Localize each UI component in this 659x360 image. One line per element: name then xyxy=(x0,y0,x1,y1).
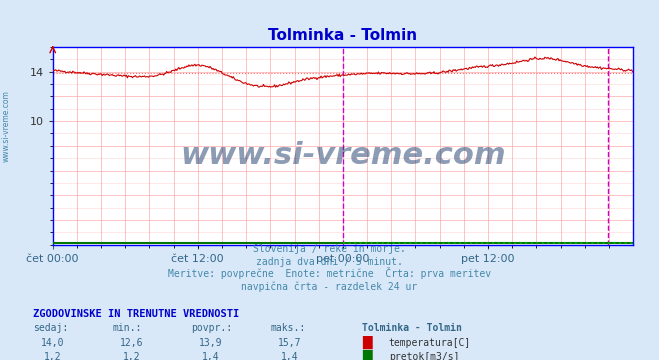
Text: Tolminka - Tolmin: Tolminka - Tolmin xyxy=(362,323,463,333)
Text: www.si-vreme.com: www.si-vreme.com xyxy=(180,141,505,170)
Text: █: █ xyxy=(362,350,372,360)
Text: maks.:: maks.: xyxy=(270,323,305,333)
Text: Slovenija / reke in morje.: Slovenija / reke in morje. xyxy=(253,244,406,254)
Text: sedaj:: sedaj: xyxy=(33,323,68,333)
Title: Tolminka - Tolmin: Tolminka - Tolmin xyxy=(268,28,417,43)
Text: navpična črta - razdelek 24 ur: navpična črta - razdelek 24 ur xyxy=(241,281,418,292)
Text: 1,4: 1,4 xyxy=(281,352,299,360)
Text: 12,6: 12,6 xyxy=(120,338,144,348)
Text: Meritve: povprečne  Enote: metrične  Črta: prva meritev: Meritve: povprečne Enote: metrične Črta:… xyxy=(168,267,491,279)
Text: min.:: min.: xyxy=(112,323,142,333)
Text: zadnja dva dni / 5 minut.: zadnja dva dni / 5 minut. xyxy=(256,257,403,267)
Text: temperatura[C]: temperatura[C] xyxy=(389,338,471,348)
Text: www.si-vreme.com: www.si-vreme.com xyxy=(2,90,11,162)
Text: █: █ xyxy=(362,336,372,349)
Text: 13,9: 13,9 xyxy=(199,338,223,348)
Text: 1,2: 1,2 xyxy=(123,352,140,360)
Text: 1,2: 1,2 xyxy=(44,352,61,360)
Text: 14,0: 14,0 xyxy=(41,338,65,348)
Text: pretok[m3/s]: pretok[m3/s] xyxy=(389,352,459,360)
Text: ZGODOVINSKE IN TRENUTNE VREDNOSTI: ZGODOVINSKE IN TRENUTNE VREDNOSTI xyxy=(33,309,239,319)
Text: 15,7: 15,7 xyxy=(278,338,302,348)
Text: 1,4: 1,4 xyxy=(202,352,219,360)
Text: povpr.:: povpr.: xyxy=(191,323,232,333)
